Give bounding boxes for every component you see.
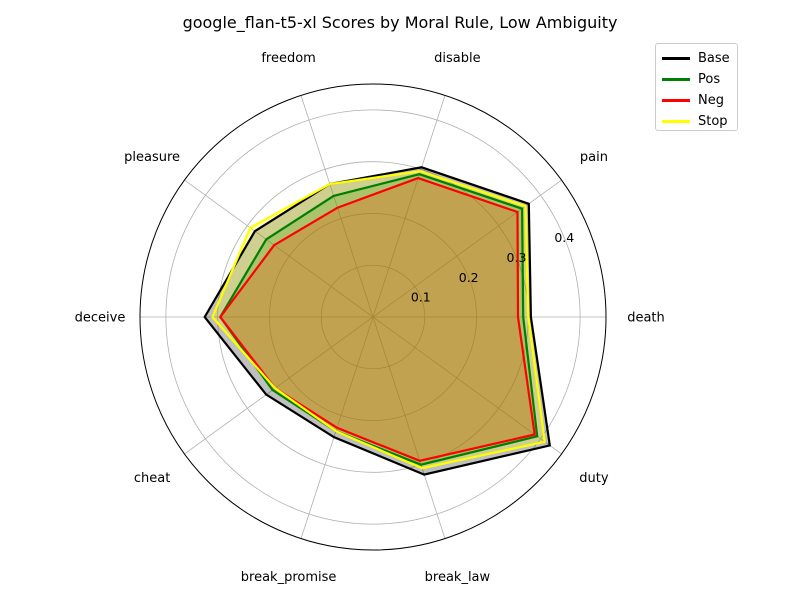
legend-swatch — [662, 78, 690, 81]
grid-spoke — [184, 316, 374, 455]
legend-swatch — [662, 120, 690, 123]
series-line-base — [203, 166, 552, 476]
category-label-cheat: cheat — [134, 471, 170, 486]
series-line-stop — [211, 170, 546, 470]
category-label-pain: pain — [580, 150, 608, 165]
grid-spoke — [372, 316, 446, 539]
category-label-break-law: break_law — [425, 570, 491, 585]
category-labels: death pain disable freedom pleasure deceive ch… — [75, 51, 665, 585]
legend-entry-base: Base — [662, 48, 737, 69]
series-area-neg — [220, 178, 535, 461]
legend-entry-stop: Stop — [662, 111, 737, 132]
radial-tick-label: 0.3 — [507, 250, 527, 265]
legend-entry-neg: Neg — [662, 90, 737, 111]
legend-swatch — [662, 99, 690, 102]
legend-label: Neg — [698, 93, 724, 108]
polar-frame — [139, 83, 607, 551]
radial-tick-labels: 0.1 0.2 0.3 0.4 — [411, 230, 574, 305]
radial-tick-label: 0.4 — [554, 230, 574, 245]
grid-spoke — [300, 95, 374, 318]
category-label-freedom: freedom — [261, 51, 316, 66]
series-area-pos — [220, 174, 538, 465]
radial-tick-label: 0.1 — [411, 290, 431, 305]
grid-spoke — [372, 95, 446, 318]
grid-spoke — [372, 316, 562, 455]
grid-spoke — [372, 179, 562, 318]
series-area-stop — [212, 171, 545, 469]
chart-title: google_flan-t5-xl Scores by Moral Rule, … — [183, 13, 618, 33]
series-line-neg — [218, 176, 536, 462]
series-layer — [203, 166, 552, 476]
radar-grid — [139, 83, 607, 551]
legend-label: Stop — [698, 114, 728, 129]
legend-swatch — [662, 57, 690, 60]
category-label-pleasure: pleasure — [124, 150, 180, 165]
category-label-death: death — [627, 311, 665, 326]
category-label-break-promise: break_promise — [241, 570, 337, 585]
legend-label: Pos — [698, 72, 721, 87]
chart-legend: Base Pos Neg Stop — [655, 43, 738, 131]
radial-tick-label: 0.2 — [459, 270, 479, 285]
category-label-duty: duty — [579, 471, 609, 486]
grid-spoke — [184, 179, 374, 318]
legend-label: Base — [698, 51, 730, 66]
category-label-deceive: deceive — [75, 311, 126, 326]
category-label-disable: disable — [434, 51, 480, 66]
legend-entry-pos: Pos — [662, 69, 737, 90]
